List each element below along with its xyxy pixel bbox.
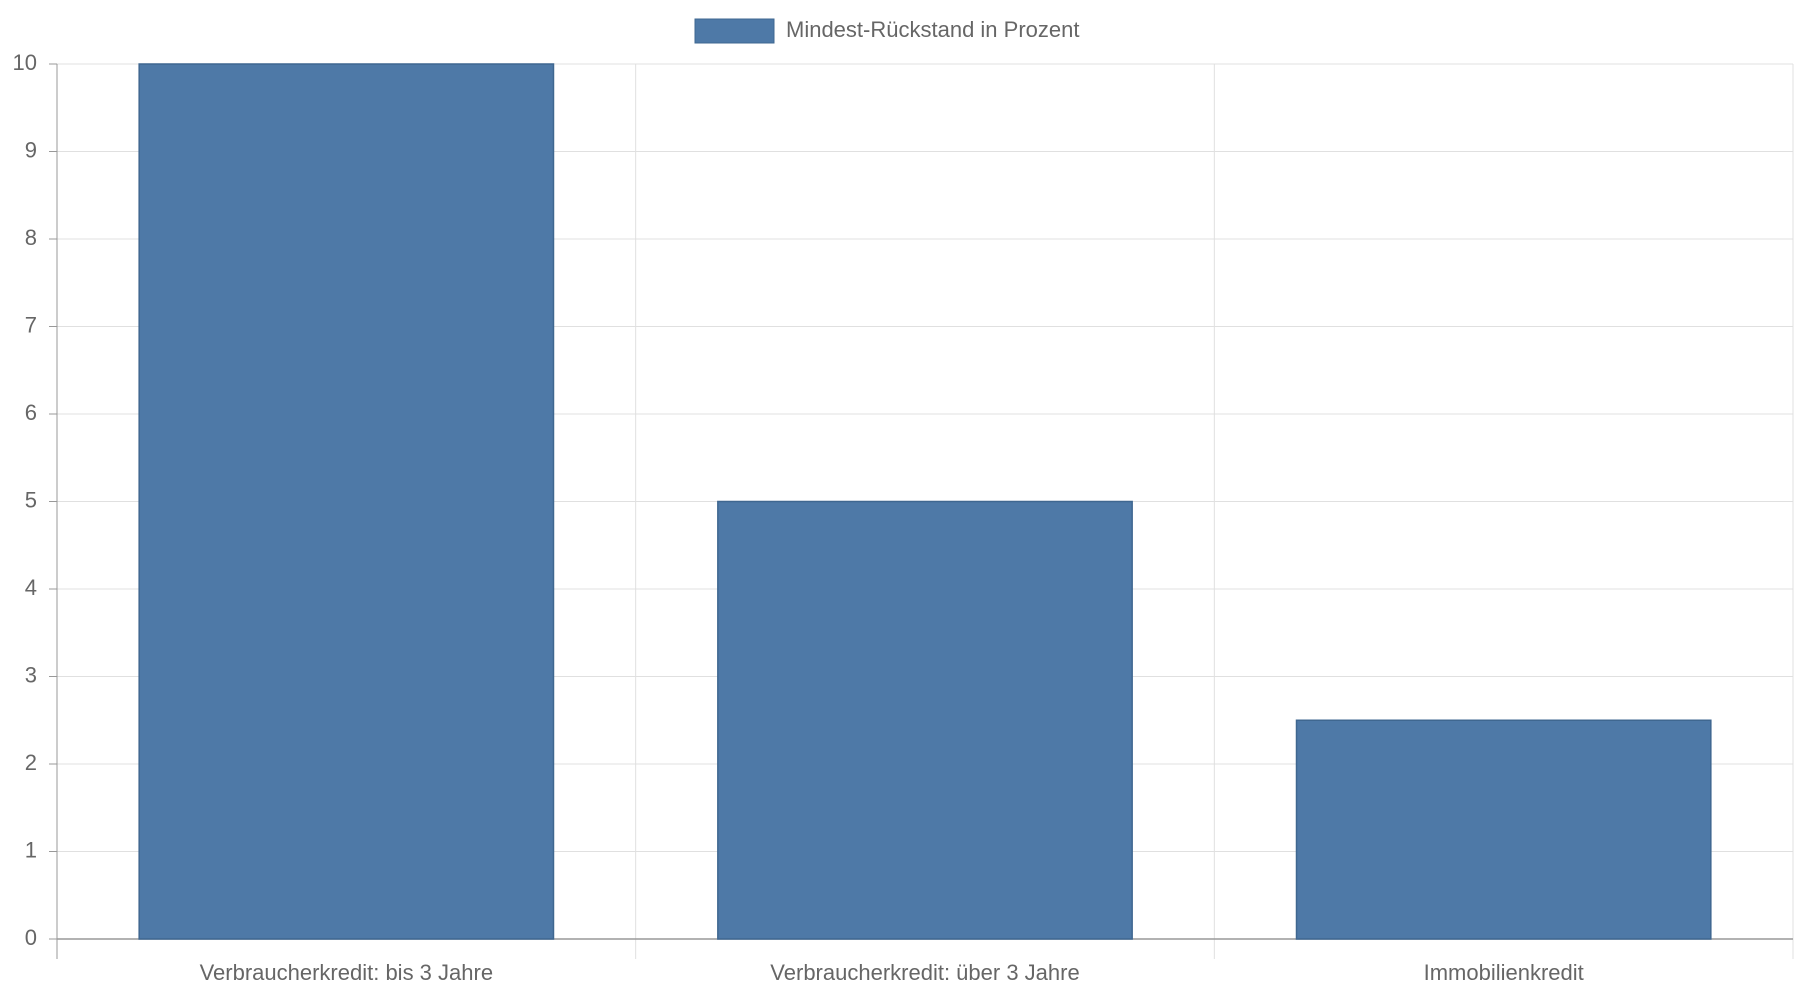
y-tick-label: 9 [25,137,37,162]
y-tick-label: 10 [13,50,37,75]
y-tick-label: 0 [25,925,37,950]
bar [717,500,1133,940]
y-tick-label: 1 [25,837,37,862]
y-tick-label: 6 [25,400,37,425]
x-tick-label: Immobilienkredit [1424,960,1584,985]
bar [138,63,555,940]
y-tick-label: 4 [25,575,37,600]
y-tick-label: 7 [25,312,37,337]
x-tick-label: Verbraucherkredit: über 3 Jahre [770,960,1079,985]
legend-label: Mindest-Rückstand in Prozent [786,17,1079,42]
y-tick-label: 3 [25,662,37,687]
y-tick-label: 5 [25,487,37,512]
y-tick-label: 8 [25,225,37,250]
bar [1295,719,1712,940]
y-tick-label: 2 [25,750,37,775]
x-tick-label: Verbraucherkredit: bis 3 Jahre [200,960,494,985]
legend-swatch [694,18,775,44]
